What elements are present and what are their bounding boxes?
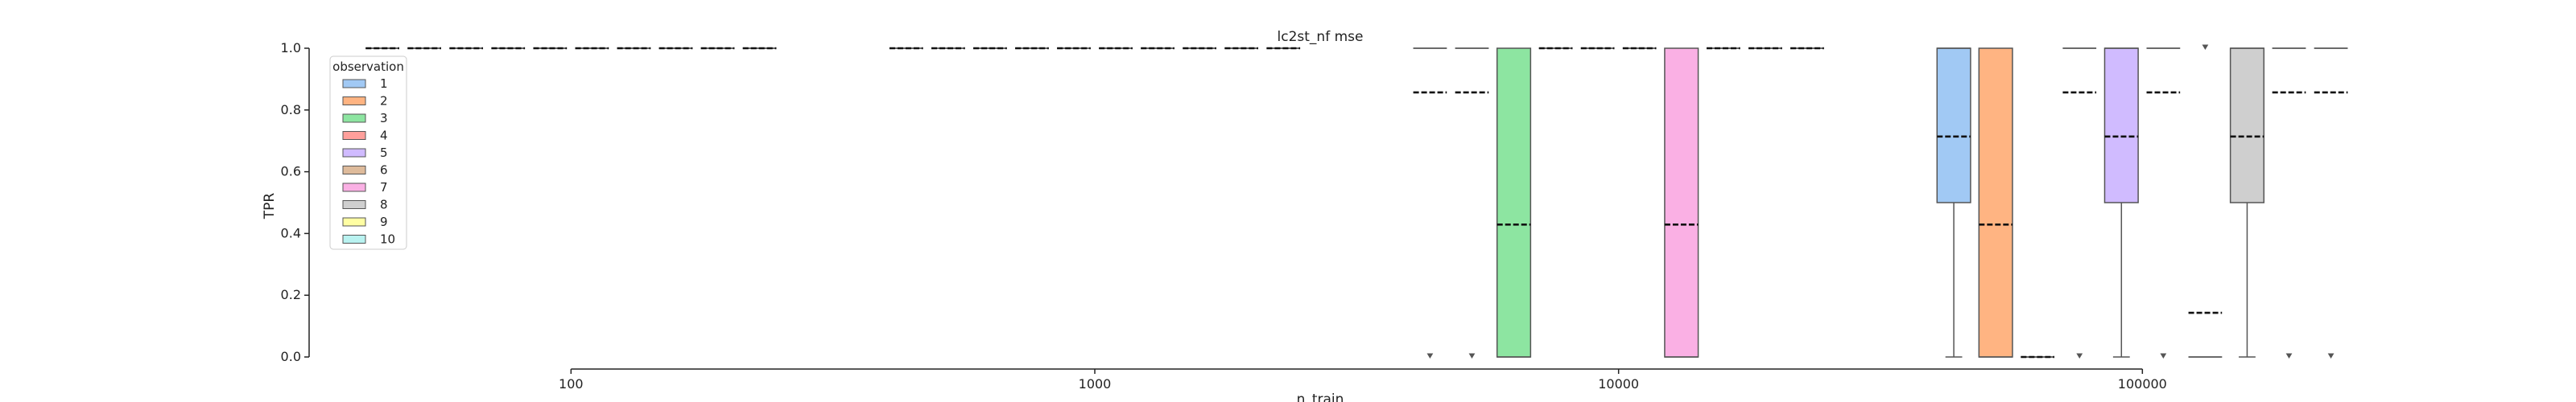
box-body — [1664, 47, 1699, 358]
outlier-marker — [2202, 44, 2209, 50]
x-tick-label: 10000 — [1598, 376, 1639, 392]
legend-label: 9 — [380, 215, 388, 229]
y-tick-label: 0.0 — [281, 349, 301, 364]
legend-label: 7 — [380, 180, 388, 195]
x-tick-label: 1000 — [1079, 376, 1112, 392]
y-tick-label: 0.2 — [281, 287, 301, 302]
box-obs-3-ntrain-10000 — [1496, 47, 1532, 358]
axes: 0.0 0.2 0.4 0.6 0.8 1.0 100 1000 10000 100000 — [281, 40, 2167, 392]
y-tick-label: 0.4 — [281, 225, 301, 240]
box-obs-10-ntrain-100000 — [2314, 47, 2348, 359]
legend-swatch — [342, 131, 366, 140]
legend-label: 10 — [380, 232, 395, 247]
legend-label: 3 — [380, 111, 388, 125]
box-body — [1496, 47, 1532, 358]
chart-title: lc2st_nf mse — [1278, 29, 1364, 45]
box-body — [1978, 47, 2013, 358]
outlier-marker — [2076, 353, 2083, 359]
legend-label: 4 — [380, 129, 388, 143]
legend-label: 5 — [380, 146, 388, 160]
box-obs-5-ntrain-100000 — [2103, 47, 2139, 358]
legend-swatch — [342, 235, 366, 244]
box-body — [2229, 47, 2265, 203]
box-obs-1-ntrain-10000 — [1413, 47, 1447, 359]
box-obs-7-ntrain-10000 — [1664, 47, 1699, 358]
y-tick-label: 0.6 — [281, 164, 301, 179]
x-tick-label: 100000 — [2118, 376, 2167, 392]
box-obs-8-ntrain-100000 — [2229, 47, 2265, 358]
box-obs-7-ntrain-100000 — [2188, 44, 2223, 358]
x-axis-title: n_train — [1297, 392, 1344, 402]
outlier-marker — [2327, 353, 2334, 359]
y-tick-label: 1.0 — [281, 40, 301, 55]
legend-swatch — [342, 166, 366, 174]
legend-label: 1 — [380, 76, 388, 91]
outlier-marker — [1468, 353, 1476, 359]
box-body — [2103, 47, 2139, 203]
box-obs-2-ntrain-100000 — [1978, 47, 2013, 358]
box-obs-2-ntrain-10000 — [1455, 47, 1489, 359]
x-tick-label: 100 — [559, 376, 584, 392]
legend-label: 2 — [380, 94, 388, 109]
legend-swatch — [342, 200, 366, 209]
legend-frame — [329, 55, 407, 250]
legend-swatch — [342, 79, 366, 88]
plot-area — [365, 44, 2348, 359]
legend-swatch — [342, 217, 366, 227]
box-obs-4-ntrain-100000 — [2062, 47, 2097, 359]
box-obs-9-ntrain-100000 — [2272, 47, 2306, 359]
box-body — [1936, 47, 1971, 203]
y-axis-title: TPR — [262, 193, 278, 220]
box-obs-1-ntrain-100000 — [1936, 47, 1971, 358]
legend-label: 8 — [380, 198, 388, 212]
box-obs-6-ntrain-100000 — [2146, 47, 2181, 359]
y-tick-label: 0.8 — [281, 102, 301, 117]
outlier-marker — [2285, 353, 2293, 359]
outlier-marker — [2160, 353, 2167, 359]
legend-swatch — [342, 148, 366, 158]
legend-swatch — [342, 183, 366, 192]
legend: observation 1 2 3 4 5 6 7 8 9 10 — [329, 55, 407, 250]
legend-swatch — [342, 113, 366, 123]
legend-label: 6 — [380, 163, 388, 178]
outlier-marker — [1426, 353, 1434, 359]
legend-swatch — [342, 96, 366, 105]
legend-title: observation — [332, 59, 404, 74]
